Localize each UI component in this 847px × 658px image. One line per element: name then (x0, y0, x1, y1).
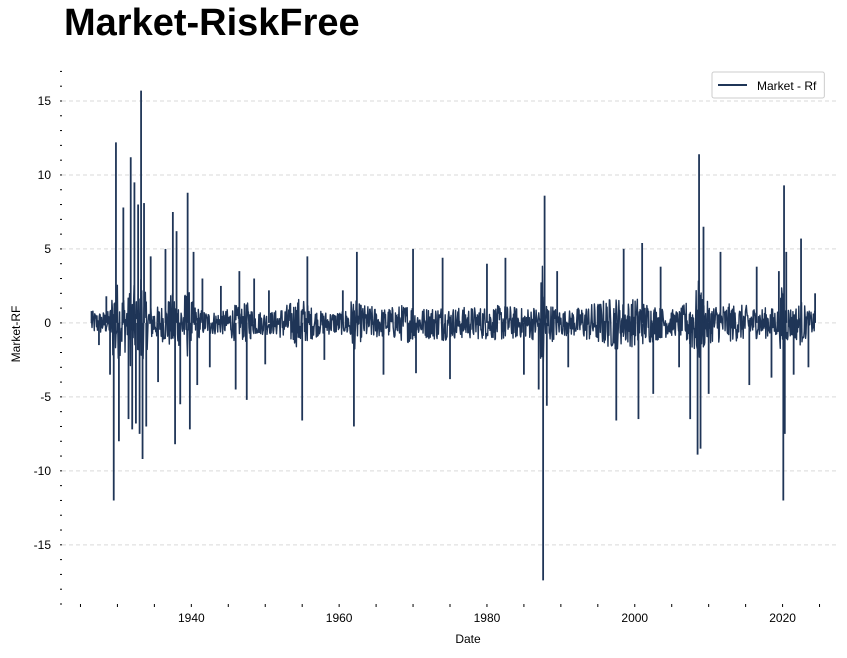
x-tick-label: 2020 (769, 611, 796, 625)
legend-entry: Market - Rf (757, 79, 817, 93)
series-layer (90, 90, 816, 581)
x-axis: 1940 1960 1980 2000 2020 (79, 604, 821, 625)
y-axis: -15 -10 -5 0 5 10 15 (34, 70, 62, 605)
y-axis-label: Market-RF (9, 306, 23, 363)
x-tick-label: 1960 (326, 611, 353, 625)
x-tick-label: 1940 (178, 611, 205, 625)
y-tick-label: -15 (34, 538, 52, 552)
page-title: Market-RiskFree (64, 2, 360, 44)
legend: Market - Rf (711, 71, 825, 99)
y-tick-label: 10 (38, 168, 52, 182)
y-tick-label: 0 (44, 316, 51, 330)
y-tick-label: -10 (34, 464, 52, 478)
x-tick-label: 2000 (621, 611, 648, 625)
y-tick-label: -5 (40, 390, 51, 404)
y-tick-label: 5 (44, 242, 51, 256)
x-tick-label: 1980 (474, 611, 501, 625)
x-axis-label: Date (455, 632, 481, 646)
y-tick-label: 15 (38, 94, 52, 108)
legend-box (711, 71, 825, 99)
series-line (90, 265, 816, 367)
